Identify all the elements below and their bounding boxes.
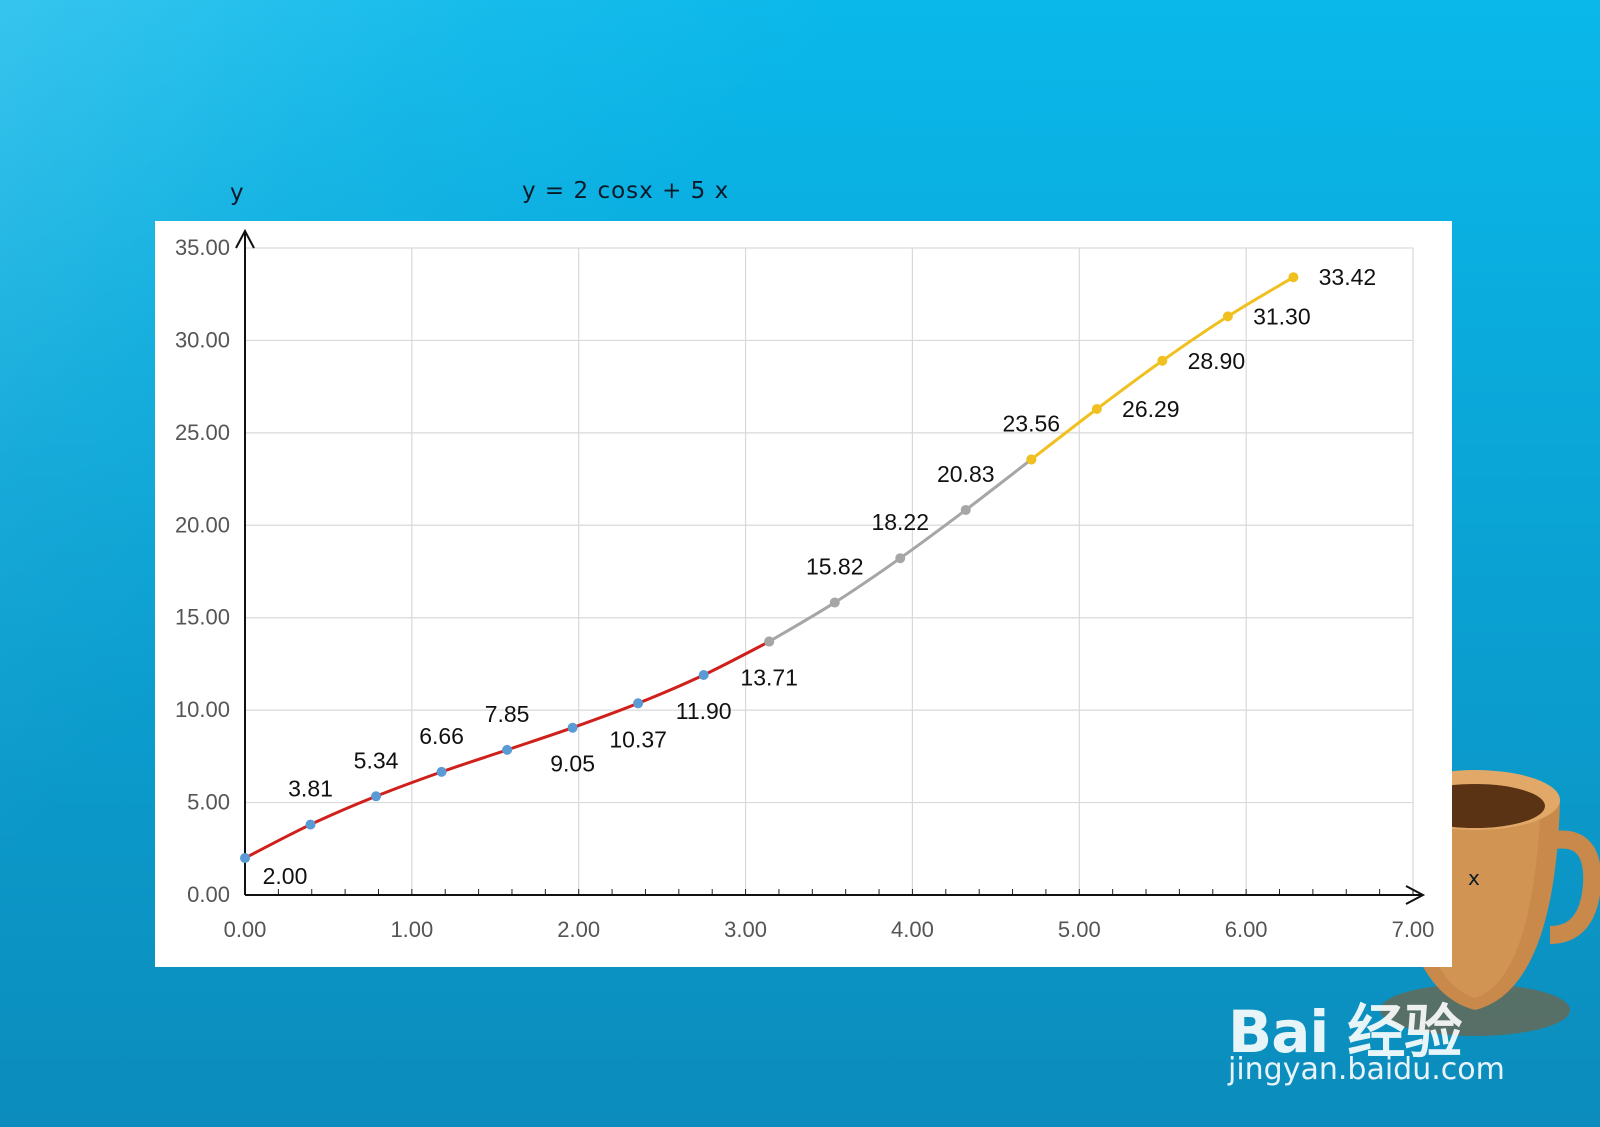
data-label: 26.29	[1122, 396, 1180, 422]
y-tick-label: 15.00	[175, 605, 230, 630]
data-point	[567, 722, 578, 733]
x-tick-label: 4.00	[891, 917, 934, 942]
data-point	[1288, 272, 1299, 283]
data-point	[305, 819, 316, 830]
equation-title: y = 2 cosx + 5 x	[522, 178, 730, 204]
data-point	[633, 698, 644, 709]
data-label: 6.66	[419, 723, 464, 749]
data-point	[436, 766, 447, 777]
data-point	[1222, 311, 1233, 322]
data-point	[895, 553, 906, 564]
watermark-brand: Bai 经验	[1228, 998, 1462, 1066]
x-tick-label: 2.00	[557, 917, 600, 942]
x-tick-label: 5.00	[1058, 917, 1101, 942]
watermark-url: jingyan.baidu.com	[1228, 1052, 1505, 1087]
data-label: 3.81	[288, 776, 333, 802]
y-tick-label: 5.00	[187, 790, 230, 815]
data-label: 7.85	[485, 701, 530, 727]
x-tick-label: 6.00	[1225, 917, 1268, 942]
data-point	[829, 597, 840, 608]
data-label: 18.22	[871, 509, 929, 535]
data-label: 11.90	[676, 698, 732, 724]
y-tick-label: 0.00	[187, 882, 230, 907]
data-label: 28.90	[1188, 348, 1246, 374]
data-label: 33.42	[1319, 264, 1377, 290]
y-axis-caption: y	[230, 180, 245, 206]
y-tick-label: 10.00	[175, 697, 230, 722]
x-axis-caption: x	[1468, 866, 1481, 890]
data-label: 10.37	[609, 726, 667, 752]
x-tick-label: 0.00	[224, 917, 267, 942]
y-tick-label: 25.00	[175, 420, 230, 445]
x-axis-arrow	[1405, 885, 1426, 905]
data-label: 13.71	[740, 665, 798, 691]
data-point	[502, 744, 513, 755]
data-label: 15.82	[806, 554, 864, 580]
data-label: 9.05	[550, 751, 595, 777]
data-point	[698, 670, 709, 681]
x-tick-label: 1.00	[390, 917, 433, 942]
data-label: 5.34	[354, 747, 399, 773]
data-point	[240, 853, 250, 864]
data-label: 2.00	[263, 863, 308, 889]
x-tick-label: 3.00	[724, 917, 767, 942]
data-label: 31.30	[1253, 303, 1311, 329]
y-tick-label: 30.00	[175, 327, 230, 352]
data-label: 23.56	[1003, 410, 1061, 436]
y-axis-arrow	[235, 228, 255, 249]
data-point	[764, 636, 775, 647]
y-tick-label: 20.00	[175, 512, 230, 537]
data-label: 20.83	[937, 461, 995, 487]
data-point	[1026, 454, 1037, 465]
y-tick-label: 35.00	[175, 235, 230, 260]
x-tick-label: 7.00	[1392, 917, 1435, 942]
chart-panel	[155, 221, 1452, 967]
data-point	[371, 791, 382, 802]
data-point	[960, 504, 971, 515]
data-point	[1091, 404, 1102, 415]
data-point	[1157, 355, 1168, 366]
